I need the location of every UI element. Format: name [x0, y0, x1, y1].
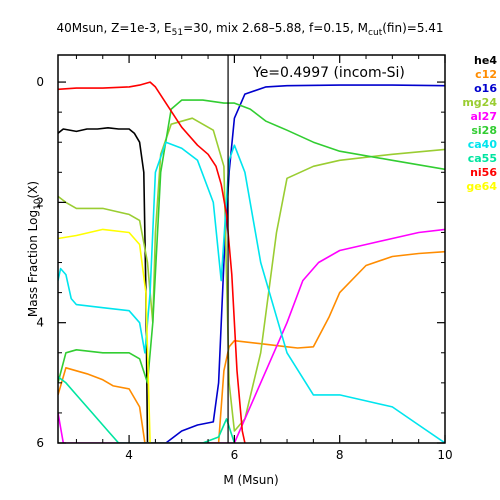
legend-item-ca55: ca55	[468, 152, 497, 165]
series-line-al27	[58, 228, 445, 443]
series-line-mg24	[58, 117, 445, 432]
x-tick-label: 10	[437, 448, 452, 462]
legend-item-al27: al27	[470, 110, 497, 123]
legend-item-he4: he4	[474, 54, 497, 67]
series-line-ca40	[58, 141, 445, 443]
legend-item-mg24: mg24	[462, 96, 497, 109]
y-tick-label: 0	[36, 75, 44, 89]
plot-frame	[57, 54, 446, 444]
y-tick-label: 4	[36, 316, 44, 330]
ticks-layer: 4 6 8 10 0 2 4 6	[36, 55, 453, 462]
chart-title: 40Msun, Z=1e-3, E51=30, mix 2.68–5.88, f…	[56, 21, 443, 38]
legend-item-ca40: ca40	[468, 138, 498, 151]
series-line-ge64	[58, 228, 151, 443]
series-line-ca55	[58, 376, 236, 443]
series-layer	[58, 81, 445, 443]
x-tick-label: 8	[336, 448, 344, 462]
series-line-he4	[58, 127, 149, 443]
x-axis-label: M (Msun)	[223, 473, 278, 487]
x-tick-label: 6	[231, 448, 239, 462]
legend-item-ge64: ge64	[466, 180, 497, 193]
y-tick-label: 2	[36, 195, 44, 209]
ye-annotation: Ye=0.4997 (incom-Si)	[252, 65, 405, 81]
series-line-o16	[165, 84, 445, 443]
y-axis-label: Mass Fraction Log10(X)	[26, 181, 43, 317]
series-line-ni56	[58, 81, 246, 443]
series-line-si28	[58, 99, 445, 384]
series-line-c12	[58, 250, 445, 443]
x-tick-label: 4	[125, 448, 133, 462]
y-tick-label: 6	[36, 436, 44, 450]
legend-item-c12: c12	[475, 68, 497, 81]
legend-item-ni56: ni56	[470, 166, 497, 179]
legend-item-si28: si28	[471, 124, 497, 137]
legend-item-o16: o16	[474, 82, 497, 95]
